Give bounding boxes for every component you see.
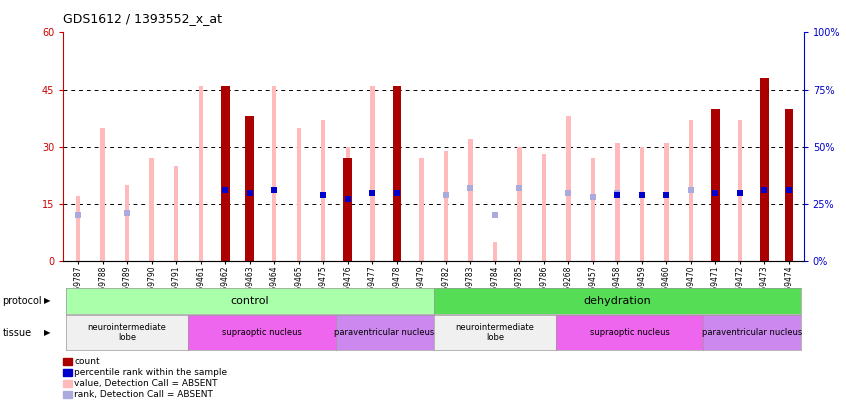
Bar xyxy=(248,116,252,261)
Bar xyxy=(713,109,717,261)
Bar xyxy=(76,196,80,261)
Point xyxy=(611,190,624,196)
Point xyxy=(513,185,526,191)
Point xyxy=(562,190,575,196)
Text: paraventricular nucleus: paraventricular nucleus xyxy=(702,328,802,337)
Bar xyxy=(345,147,350,261)
Bar xyxy=(443,151,448,261)
Text: protocol: protocol xyxy=(3,296,42,306)
Point xyxy=(660,192,673,198)
Point xyxy=(758,187,772,194)
Bar xyxy=(787,109,791,261)
Point xyxy=(611,192,624,198)
Bar xyxy=(245,116,254,261)
Bar xyxy=(297,128,301,261)
Bar xyxy=(174,166,179,261)
Text: neurointermediate
lobe: neurointermediate lobe xyxy=(455,323,535,342)
Point xyxy=(635,192,649,198)
Text: percentile rank within the sample: percentile rank within the sample xyxy=(74,368,228,377)
Point xyxy=(733,190,747,196)
Text: paraventricular nucleus: paraventricular nucleus xyxy=(334,328,435,337)
Bar xyxy=(738,120,742,261)
Text: ▶: ▶ xyxy=(44,328,51,337)
Text: count: count xyxy=(74,357,100,366)
Bar xyxy=(393,86,401,261)
Bar xyxy=(541,154,546,261)
Bar xyxy=(370,86,375,261)
Point xyxy=(684,187,698,194)
Text: tissue: tissue xyxy=(3,328,31,337)
Bar xyxy=(468,139,473,261)
Bar xyxy=(640,147,644,261)
Point xyxy=(709,190,722,196)
Bar xyxy=(689,120,693,261)
Text: supraoptic nucleus: supraoptic nucleus xyxy=(222,328,302,337)
Text: value, Detection Call = ABSENT: value, Detection Call = ABSENT xyxy=(74,379,218,388)
Text: rank, Detection Call = ABSENT: rank, Detection Call = ABSENT xyxy=(74,390,213,399)
Point xyxy=(120,210,134,216)
Point xyxy=(390,190,404,196)
Point xyxy=(365,190,379,196)
Bar xyxy=(321,120,326,261)
Text: dehydration: dehydration xyxy=(584,296,651,306)
Bar xyxy=(101,128,105,261)
Bar xyxy=(221,86,229,261)
Bar xyxy=(762,86,766,261)
Text: GDS1612 / 1393552_x_at: GDS1612 / 1393552_x_at xyxy=(63,12,222,25)
Bar xyxy=(566,116,570,261)
Bar xyxy=(785,109,794,261)
Bar xyxy=(517,147,522,261)
Bar xyxy=(125,185,129,261)
Point xyxy=(71,212,85,219)
Bar xyxy=(343,158,352,261)
Point xyxy=(218,187,232,194)
Point xyxy=(267,187,281,194)
Text: ▶: ▶ xyxy=(44,296,51,305)
Bar xyxy=(761,78,769,261)
Point xyxy=(488,212,502,219)
Bar xyxy=(492,242,497,261)
Text: neurointermediate
lobe: neurointermediate lobe xyxy=(88,323,167,342)
Bar xyxy=(591,158,595,261)
Bar xyxy=(199,86,203,261)
Bar xyxy=(223,86,228,261)
Point xyxy=(586,194,600,200)
Bar xyxy=(394,86,399,261)
Bar xyxy=(419,158,424,261)
Point xyxy=(316,192,330,198)
Text: control: control xyxy=(230,296,269,306)
Bar xyxy=(150,158,154,261)
Point xyxy=(341,196,354,202)
Text: supraoptic nucleus: supraoptic nucleus xyxy=(590,328,669,337)
Point xyxy=(783,187,796,194)
Bar xyxy=(615,143,619,261)
Point xyxy=(635,192,649,198)
Bar xyxy=(711,109,720,261)
Bar xyxy=(664,143,668,261)
Point xyxy=(464,185,477,191)
Point xyxy=(660,192,673,198)
Point xyxy=(439,192,453,198)
Point xyxy=(243,190,256,196)
Bar xyxy=(272,86,277,261)
